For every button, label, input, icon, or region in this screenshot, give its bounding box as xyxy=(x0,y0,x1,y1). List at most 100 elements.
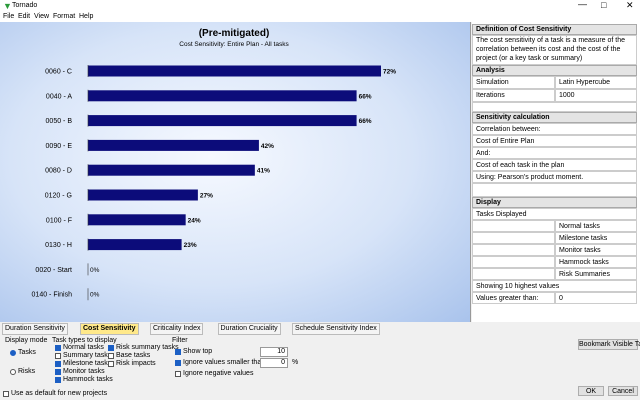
tab-strip: Duration Sensitivity Cost Sensitivity Crit… xyxy=(0,323,640,335)
window-title: Tornado xyxy=(12,2,38,9)
spinner-input[interactable]: 10 xyxy=(260,347,288,357)
category-label: 0020 - Start xyxy=(35,267,72,274)
table-cell xyxy=(472,256,555,268)
table-cell xyxy=(472,220,555,232)
table-cell xyxy=(472,244,555,256)
category-label: 0120 - G xyxy=(45,193,72,200)
checkbox[interactable] xyxy=(175,371,181,377)
menu-item[interactable]: Format xyxy=(53,13,76,20)
group-label: Filter xyxy=(172,337,188,344)
option-label: Use as default for new projects xyxy=(11,390,108,397)
table-cell: Monitor tasks xyxy=(555,244,637,256)
checkbox[interactable] xyxy=(55,377,61,383)
checkbox[interactable] xyxy=(108,353,114,359)
group-label: Display mode xyxy=(5,337,48,344)
checkbox[interactable] xyxy=(55,361,61,367)
table-cell: Risk Summaries xyxy=(555,268,637,280)
checkbox[interactable] xyxy=(55,369,61,375)
menu-bar: File Edit View Format Help xyxy=(0,12,640,22)
value-label: 0% xyxy=(90,292,100,299)
table-cell: The cost sensitivity of a task is a meas… xyxy=(472,35,637,65)
table-cell: Milestone tasks xyxy=(555,232,637,244)
menu-item[interactable]: File xyxy=(3,13,15,20)
checkbox[interactable] xyxy=(175,349,181,355)
menu-item[interactable]: Help xyxy=(79,13,94,20)
section-header: Display xyxy=(472,197,637,208)
bar xyxy=(88,214,186,226)
table-cell: And: xyxy=(472,147,637,159)
option-label: Risk summary tasks xyxy=(116,344,179,351)
category-label: 0130 - H xyxy=(45,242,72,249)
category-label: 0100 - F xyxy=(46,217,72,224)
value-label: 66% xyxy=(359,118,372,125)
table-cell: 1000 xyxy=(555,89,637,102)
table-cell: Showing 10 highest values xyxy=(472,280,637,292)
bar xyxy=(88,90,357,102)
checkbox[interactable] xyxy=(55,345,61,351)
category-label: 0050 - B xyxy=(46,118,73,125)
section-header: Sensitivity calculation xyxy=(472,112,637,123)
checkbox[interactable] xyxy=(108,345,114,351)
chart: (Pre-mitigated) Cost Sensitivity: Entire … xyxy=(32,28,396,301)
tab[interactable]: Schedule Sensitivity Index xyxy=(292,323,380,335)
option-label: Ignore negative values xyxy=(183,370,254,377)
maximize-button[interactable]: □ xyxy=(601,0,607,10)
category-label: 0090 - E xyxy=(46,143,73,150)
checkbox[interactable] xyxy=(175,360,181,366)
radio-button[interactable] xyxy=(10,369,16,375)
tab[interactable]: Duration Cruciality xyxy=(217,323,281,335)
bar xyxy=(88,115,357,127)
title-bar: ▼ Tornado ✕ □ — xyxy=(0,0,640,12)
value-label: 23% xyxy=(184,242,197,249)
button[interactable]: OK xyxy=(578,386,604,396)
option-label: Summary tasks xyxy=(63,352,112,359)
option-label: Milestone tasks xyxy=(63,360,112,367)
chart-area: (Pre-mitigated) Cost Sensitivity: Entire … xyxy=(0,22,471,322)
tab[interactable]: Cost Sensitivity xyxy=(80,323,139,335)
value-label: 24% xyxy=(188,217,201,224)
tab[interactable]: Duration Sensitivity xyxy=(2,323,68,335)
menu-item[interactable]: Edit xyxy=(18,13,31,20)
option-label: Base tasks xyxy=(116,352,151,359)
minimize-button[interactable]: — xyxy=(578,0,587,9)
table-cell: Iterations xyxy=(472,89,555,102)
category-label: 0040 - A xyxy=(46,93,72,100)
bar xyxy=(88,189,198,201)
value-label: 72% xyxy=(383,69,396,76)
value-label: 66% xyxy=(359,93,372,100)
value-label: 0% xyxy=(90,267,100,274)
chart-subtitle: Cost Sensitivity: Entire Plan - All task… xyxy=(179,41,289,48)
value-label: 27% xyxy=(200,193,213,200)
checkbox[interactable] xyxy=(108,361,114,367)
option-label: Tasks xyxy=(18,349,36,356)
table-cell: Normal tasks xyxy=(555,220,637,232)
app-icon: ▼ xyxy=(3,1,12,11)
bar xyxy=(88,139,259,151)
info-panel: Definition of Cost Sensitivity The cost s… xyxy=(472,22,640,322)
bar xyxy=(88,65,381,77)
section-header: Analysis xyxy=(472,65,637,76)
table-cell: Simulation xyxy=(472,76,555,89)
table-cell xyxy=(472,268,555,280)
option-label: Monitor tasks xyxy=(63,368,105,375)
table-cell: Cost of each task in the plan xyxy=(472,159,637,171)
checkbox[interactable] xyxy=(55,353,61,359)
category-label: 0140 - Finish xyxy=(32,292,73,299)
category-label: 0080 - D xyxy=(45,168,72,175)
table-cell: Tasks Displayed xyxy=(472,208,637,220)
menu-item[interactable]: View xyxy=(34,13,50,20)
unit-label: % xyxy=(292,359,299,366)
options-panel: Display mode Tasks Risks Task types to disp… xyxy=(0,334,640,400)
value-label: 41% xyxy=(257,168,270,175)
close-button[interactable]: ✕ xyxy=(626,0,634,10)
spinner-input[interactable]: 0 xyxy=(260,358,288,368)
checkbox[interactable] xyxy=(3,391,9,397)
table-cell: Using: Pearson's product moment. xyxy=(472,171,637,183)
button[interactable]: Bookmark Visible Tasks xyxy=(578,339,640,350)
radio-button[interactable] xyxy=(10,350,16,356)
button[interactable]: Cancel xyxy=(608,386,638,396)
group-label: Task types to display xyxy=(52,337,117,344)
tab[interactable]: Criticality Index xyxy=(150,323,204,335)
option-label: Hammock tasks xyxy=(63,376,113,383)
